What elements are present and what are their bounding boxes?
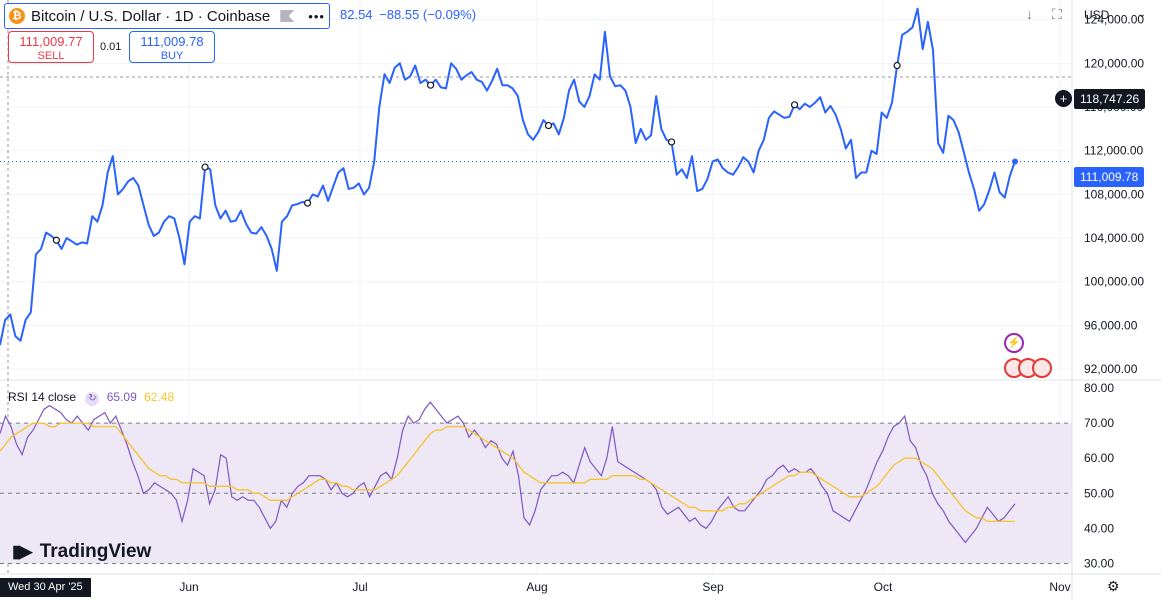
rsi-tick-label: 50.00 [1084,486,1114,500]
event-marker [201,163,209,171]
ohlc-partial: 82.54 [340,7,373,22]
buy-button[interactable]: 111,009.78 BUY [129,31,215,63]
rsi-band [0,422,1072,564]
chevron-down-icon: ⌄ [1137,9,1146,20]
rsi-legend: RSI 14 close ↻ 65.09 62.48 [8,390,174,406]
rsi-pane[interactable] [0,401,1016,544]
time-tick-label: Jun [179,580,198,594]
price-line [0,7,1016,346]
last-price-dot [1012,158,1018,165]
event-marker [303,199,312,207]
rsi-value: 65.09 [106,390,137,404]
crosshair-date: Wed 30 Apr '25 [8,581,83,593]
event-marker [790,101,799,109]
last-price-tag: 111,009.78 [1074,167,1145,187]
price-tick-label: 92,000.00 [1084,362,1138,376]
last-price: 111,009.78 [1080,170,1139,184]
refresh-icon[interactable]: ↻ [85,392,100,406]
crosshair-price: 118,747.26 [1080,92,1140,106]
rsi-ma-line [0,422,1015,523]
time-tick-label: Aug [526,580,547,594]
ohlc-readout: 82.54 −88.55 (−0.09%) [340,7,476,22]
tradingview-logo: ▮▶ TradingView [12,541,151,563]
time-tick-label: Oct [874,580,893,594]
rsi-tick-label: 30.00 [1084,556,1114,570]
rsi-tick-label: 70.00 [1084,416,1114,430]
rsi-ma-value: 62.48 [144,390,175,404]
event-marker [667,138,676,146]
price-tick-label: 120,000.00 [1084,56,1144,70]
sell-price: 111,009.77 [19,34,83,49]
rsi-tick-label: 40.00 [1084,521,1114,535]
sell-button[interactable]: 111,009.77 SELL [8,31,94,63]
price-tick-label: 96,000.00 [1084,318,1138,332]
rsi-line [0,401,1016,544]
event-marker [427,81,435,89]
crosshair-price-tag: 118,747.26 [1074,89,1146,109]
price-tick-label: 104,000.00 [1084,231,1144,245]
price-tick-label: 108,000.00 [1084,187,1144,201]
rsi-tick-label: 60.00 [1084,451,1114,465]
us-flag-icon[interactable] [1032,358,1052,378]
price-axis[interactable]: 92,000.00 96,000.00 100,000.00 104,000.00 10… [1071,0,1144,600]
crosshair-date-tag: Wed 30 Apr '25 [0,578,91,597]
crosshair-plus-icon[interactable]: + [1055,90,1072,107]
tradingview-logo-icon: ▮▶ [12,542,32,561]
symbol-title: Bitcoin / U.S. Dollar · 1D · Coinbase [31,7,271,25]
currency-select[interactable]: USD ⌄ [1078,4,1150,26]
rsi-tick-label: 80.00 [1084,381,1114,395]
event-marker [893,61,901,70]
time-tick-label: Jul [352,580,367,594]
more-icon[interactable]: ••• [308,8,325,24]
lightning-icon[interactable]: ⚡ [1004,333,1024,353]
spread-value: 0.01 [100,41,122,53]
price-pane[interactable] [0,7,1072,346]
buy-label: BUY [160,50,184,62]
sell-label: SELL [37,50,65,62]
time-tick-label: Sep [702,580,724,594]
flag-icon[interactable] [280,10,295,22]
buy-price: 111,009.78 [140,34,204,49]
event-marker [52,236,60,244]
bitcoin-icon: ₿ [9,8,25,24]
event-marker [544,121,553,130]
price-tick-label: 124,000.00 [1084,13,1144,27]
currency-value: USD [1084,8,1110,22]
download-icon[interactable]: ↓ [1026,6,1033,22]
rsi-label: RSI 14 close [8,390,77,404]
price-change: −88.55 (−0.09%) [379,7,477,22]
settings-icon[interactable]: ⚙ [1107,578,1120,594]
price-tick-label: 100,000.00 [1084,275,1144,289]
price-tick-label: 112,000.00 [1084,144,1143,158]
symbol-title-box[interactable]: ₿ Bitcoin / U.S. Dollar · 1D · Coinbase … [4,3,330,29]
time-axis[interactable]: Jun Jul Aug Sep Oct Nov [179,580,1070,594]
logo-text: TradingView [39,541,152,562]
time-tick-label: Nov [1049,580,1070,594]
fullscreen-icon[interactable]: ⛶ [1052,6,1062,22]
